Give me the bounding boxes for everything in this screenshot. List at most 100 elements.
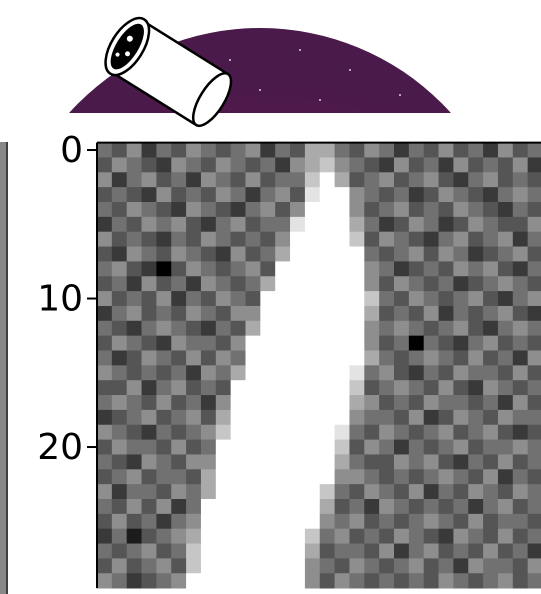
- pixel: [304, 558, 321, 574]
- pixel: [304, 513, 321, 530]
- pixel: [260, 172, 276, 188]
- pixel: [215, 484, 232, 500]
- pixel: [527, 202, 541, 218]
- pixel: [275, 424, 291, 440]
- pixel: [394, 499, 410, 515]
- pixel: [512, 261, 529, 277]
- pixel: [141, 157, 157, 173]
- pixel: [215, 291, 232, 307]
- pixel: [200, 499, 217, 515]
- pixel: [512, 231, 529, 247]
- pixel: [497, 558, 514, 574]
- pixel: [408, 231, 425, 247]
- pixel: [364, 335, 380, 351]
- pixel: [186, 409, 202, 426]
- pixel: [349, 454, 365, 470]
- pixel: [483, 246, 499, 262]
- pixel: [394, 558, 410, 574]
- pixel: [245, 365, 261, 381]
- pixel: [290, 172, 306, 188]
- pixel: [260, 246, 276, 262]
- pixel: [334, 261, 350, 277]
- pixel: [186, 335, 202, 351]
- pixel: [230, 335, 246, 351]
- pixel: [438, 291, 454, 307]
- pixel: [527, 261, 541, 277]
- pixel: [230, 246, 246, 262]
- pixel: [423, 216, 439, 233]
- pixel: [186, 350, 202, 366]
- pixel: [97, 439, 113, 455]
- pixel: [468, 231, 484, 247]
- pixel: [319, 350, 335, 366]
- pixel: [497, 499, 514, 515]
- pixel: [230, 573, 246, 589]
- pixel: [141, 335, 157, 351]
- pixel: [408, 454, 425, 470]
- pixel: [319, 276, 335, 292]
- pixel: [453, 320, 469, 337]
- pixel: [408, 142, 425, 158]
- pixel: [438, 335, 454, 351]
- pixel: [394, 202, 410, 218]
- pixel: [186, 365, 202, 381]
- pixel: [394, 484, 410, 500]
- pixel: [364, 187, 380, 203]
- pixel: [349, 216, 365, 233]
- pixel: [171, 528, 187, 544]
- pixel: [497, 142, 514, 158]
- pixel: [290, 409, 306, 426]
- pixel: [200, 291, 217, 307]
- pixel: [483, 172, 499, 188]
- pixel: [394, 350, 410, 366]
- pixel: [483, 305, 499, 322]
- pixel: [334, 350, 350, 366]
- pixel: [200, 276, 217, 292]
- pixel: [453, 216, 469, 233]
- pixel: [394, 513, 410, 530]
- pixel: [527, 276, 541, 292]
- pixel: [290, 187, 306, 203]
- pixel: [200, 350, 217, 366]
- pixel: [111, 513, 128, 530]
- pixel: [349, 395, 365, 411]
- pixel: [512, 291, 529, 307]
- pixel: [275, 142, 291, 158]
- pixel: [200, 202, 217, 218]
- pixel: [290, 276, 306, 292]
- pixel: [334, 380, 350, 396]
- pixel: [364, 350, 380, 366]
- pixel: [349, 513, 365, 530]
- pixel: [483, 484, 499, 500]
- pixel: [527, 469, 541, 485]
- pixel: [186, 395, 202, 411]
- pixel: [304, 365, 321, 381]
- pixel: [334, 157, 350, 173]
- pixel: [334, 409, 350, 426]
- pixel: [97, 172, 113, 188]
- pixel: [512, 499, 529, 515]
- pixel: [438, 558, 454, 574]
- pixel: [111, 484, 128, 500]
- pixel: [141, 231, 157, 247]
- pixel: [304, 172, 321, 188]
- pixel: [111, 335, 128, 351]
- pixel: [245, 469, 261, 485]
- pixel: [349, 424, 365, 440]
- pixel: [171, 543, 187, 559]
- pixel: [408, 202, 425, 218]
- pixel: [349, 276, 365, 292]
- pixel: [379, 380, 395, 396]
- pixel: [245, 142, 261, 158]
- pixel: [141, 276, 157, 292]
- pixel: [111, 573, 128, 589]
- pixel: [97, 142, 113, 158]
- pixel: [260, 291, 276, 307]
- pixel: [141, 261, 157, 277]
- pixel: [453, 261, 469, 277]
- pixel: [230, 216, 246, 233]
- pixel: [111, 558, 128, 574]
- pixel: [126, 395, 142, 411]
- pixel: [230, 558, 246, 574]
- pixel: [512, 276, 529, 292]
